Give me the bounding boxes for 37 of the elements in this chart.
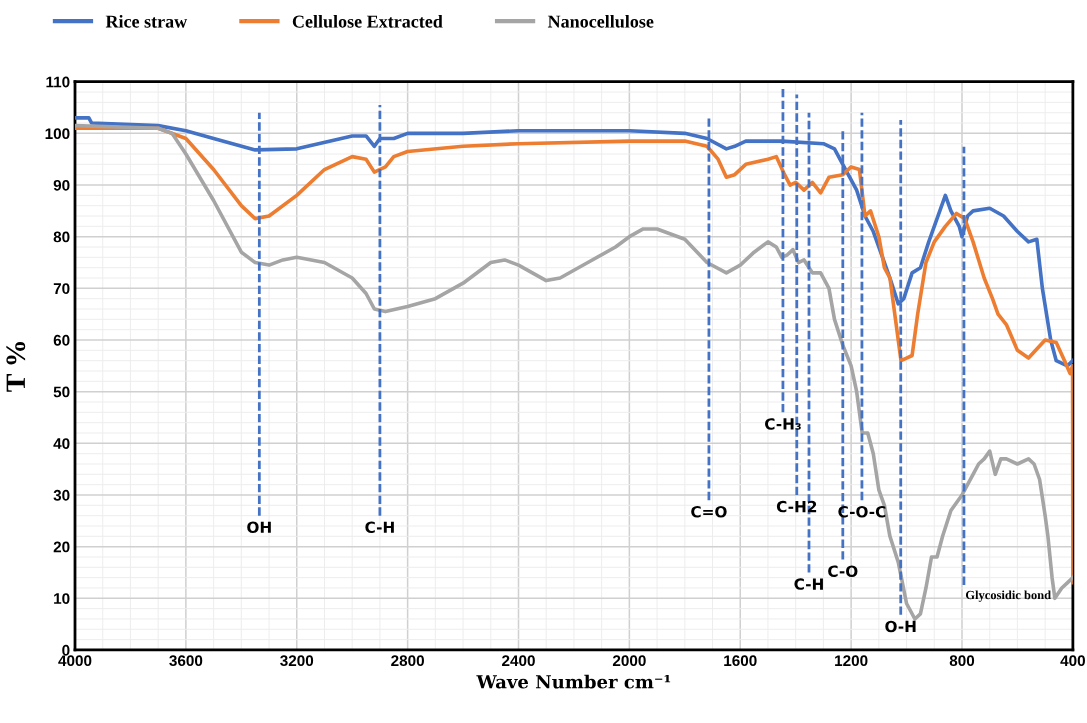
x-tick-label: 2800 bbox=[391, 655, 424, 667]
x-tick-label: 1200 bbox=[835, 655, 868, 667]
y-tick-label: 10 bbox=[54, 593, 70, 604]
y-tick-label: 0 bbox=[62, 644, 70, 656]
x-tick-label: 800 bbox=[949, 655, 975, 667]
series-label: C-H2 bbox=[776, 500, 817, 513]
series-label: O-H bbox=[885, 620, 916, 633]
y-tick-label: 30 bbox=[53, 489, 70, 501]
legend-label: Nanocellulose bbox=[547, 14, 654, 28]
y-tick-label: 110 bbox=[46, 76, 70, 88]
y-tick-label: 90 bbox=[53, 179, 70, 191]
y-tick-label: 20 bbox=[53, 541, 70, 553]
x-tick-label: 2400 bbox=[502, 655, 535, 667]
series-label: C-O-C bbox=[838, 505, 886, 518]
x-tick-label: 3200 bbox=[280, 655, 314, 667]
series-label: C-H bbox=[794, 578, 823, 590]
x-tick-label: 3600 bbox=[169, 655, 203, 667]
legend-label: Rice straw bbox=[105, 14, 188, 28]
series-label: C-O bbox=[828, 565, 858, 577]
y-tick-label: 80 bbox=[53, 231, 70, 243]
x-tick-label: 2000 bbox=[612, 655, 646, 667]
y-axis-title: T % bbox=[6, 342, 26, 392]
series-label: Glycosidic bond bbox=[965, 590, 1051, 602]
x-tick-label: 400 bbox=[1060, 655, 1085, 667]
x-tick-label: 1600 bbox=[724, 655, 757, 667]
x-tick-label: 4000 bbox=[58, 655, 92, 667]
y-tick-label: 40 bbox=[53, 438, 70, 450]
series-label: OH bbox=[247, 521, 271, 534]
series-label: C-H₃ bbox=[765, 418, 801, 430]
y-tick-label: 70 bbox=[53, 283, 70, 295]
y-tick-label: 60 bbox=[53, 334, 70, 346]
legend-label: Cellulose Extracted bbox=[292, 14, 443, 28]
series-label: C-H bbox=[365, 521, 394, 534]
y-tick-label: 100 bbox=[45, 128, 70, 140]
series-label: C=O bbox=[691, 505, 727, 518]
x-axis-title: Wave Number cm⁻¹ bbox=[476, 674, 671, 689]
y-tick-label: 50 bbox=[53, 386, 70, 398]
